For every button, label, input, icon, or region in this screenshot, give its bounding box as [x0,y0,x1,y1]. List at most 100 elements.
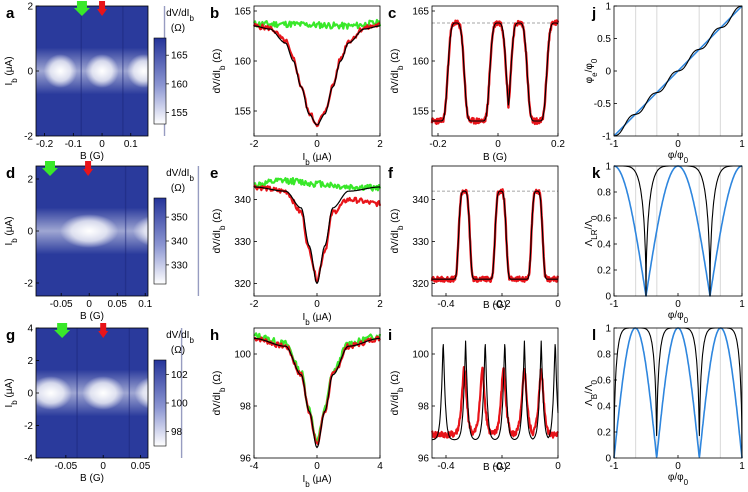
theory-ytick-label: 0.6 [597,214,611,225]
theory-ytick-label: 0.2 [597,428,611,439]
heatmap-xtick-label: 0 [100,461,106,472]
heatmap-xtick-label: -0.1 [65,139,83,150]
theory-xlabel: φ/φ0 [668,310,689,325]
red-series-line [430,366,559,439]
colorbar-tick-label: 330 [171,260,188,271]
heatmap-xtick-label: 0.05 [107,299,127,310]
theory-ytick-label: 0.8 [597,350,611,361]
red-arrow-marker [97,1,108,16]
osc-xtick-label: -0.2 [493,461,511,472]
heatmap-ytick-label: 0 [27,67,33,78]
iv-xtick-label: 0 [314,461,320,472]
black-model-line [254,337,380,449]
iv-panel-h: h -4 0 4 100 98 96 Ib (μA) dV/dIb (Ω) [210,327,383,489]
osc-ytick-label: 98 [418,402,430,413]
colorbar [153,37,167,125]
theory-ytick-label: 1 [605,162,611,173]
osc-xtick-label: 0.2 [551,139,565,150]
red-arrow-marker [98,323,109,338]
colorbar-tick-label: 102 [171,370,188,381]
theory-ytick-label: 1 [605,324,611,335]
osc-xtick-label: -0.4 [437,461,455,472]
panel-letter: b [210,5,219,22]
heatmap-lobe [127,54,161,88]
iv-ylabel: dV/dIb (Ω) [212,371,227,416]
colorbar-unit: (Ω) [171,183,185,194]
panel-letter: a [6,5,15,22]
iv-ytick-label: 160 [234,57,251,68]
heatmap-xtick-label: 0.1 [138,299,152,310]
theory-ytick-label: 1 [605,2,611,13]
heatmap-xtick-label: 0.1 [124,139,138,150]
theory-xtick-label: -1 [610,139,619,150]
osc-xtick-label: -0.2 [429,139,447,150]
heatmap-ytick-label: 2 [27,356,33,367]
osc-ylabel: dV/dIb (Ω) [390,371,405,416]
theory-xtick-label: -1 [610,461,619,472]
green-series-line [253,332,382,444]
heatmap-ylabel: Ib (μA) [4,378,19,407]
osc-frame [431,327,559,459]
iv-xlabel: Ib (μA) [302,312,331,327]
osc-xtick-label: -0.2 [493,299,511,310]
osc-ylabel: dV/dIb (Ω) [390,49,405,94]
theory-ytick-label: 0.2 [597,266,611,277]
panel-letter: l [592,327,596,344]
red-series-line [253,335,381,446]
heatmap-xtick-label: -0.05 [50,299,73,310]
panel-letter: f [388,165,394,182]
colorbar-title: dV/dIb [166,168,194,183]
colorbar-unit: (Ω) [171,345,185,356]
osc-xlabel: B (G) [483,300,507,311]
heatmap-ylabel: Ib (μA) [4,56,19,85]
heatmap-ytick-label: 4 [27,324,33,335]
black-series-line [613,165,743,297]
theory-ytick-label: 0 [605,454,611,465]
panel-letter: g [6,327,15,344]
osc-xlabel: B (G) [483,462,507,473]
iv-ytick-label: 330 [234,237,251,248]
theory-ytick-label: 0.6 [597,376,611,387]
theory-ytick-label: 0.5 [597,34,611,45]
osc-xtick-label: 0 [495,139,501,150]
colorbar-tick-label: 98 [171,427,183,438]
colorbar-tick-label: 155 [171,108,188,119]
heatmap-xtick-label: 0.05 [131,461,151,472]
iv-xlabel: Ib (μA) [302,474,331,489]
theory-xlabel: φ/φ0 [668,150,689,165]
red-series-line [430,19,560,126]
heatmap-ytick-label: -4 [24,454,33,465]
osc-ytick-label: 100 [412,350,429,361]
heatmap-lobe [60,214,119,248]
heatmap-xlabel: B (G) [80,473,104,484]
heatmap-panel-g: g -0.05 0 0.05 4 2 0 -2 -4 B (G) Ib (μA) dV/dIb(Ω) 1… [4,323,194,484]
black-series-line [613,327,743,459]
osc-ytick-label: 160 [412,57,429,68]
iv-xtick-label: -2 [250,299,259,310]
heatmap-lobe [30,376,72,410]
theory-ytick-label: 0.4 [597,240,611,251]
iv-xlabel: Ib (μA) [302,152,331,167]
green-arrow-marker [73,1,90,16]
heatmap-panel-d: d -0.05 0 0.05 0.1 2 0 -2 B (G) Ib (μA) dV/dIb(Ω) 3… [4,161,200,322]
osc-ytick-label: 165 [412,7,429,18]
iv-ylabel: dV/dIb (Ω) [212,209,227,254]
iv-xtick-label: 2 [377,139,383,150]
blue-series-line [613,165,743,297]
osc-ytick-label: 155 [412,107,429,118]
panel-letter: d [6,165,15,182]
osc-xtick-label: -0.4 [437,299,455,310]
black-staircase-line [613,5,743,137]
theory-xtick-label: 0 [675,461,681,472]
iv-xtick-label: 2 [377,299,383,310]
black-model-line [431,340,559,441]
iv-ytick-label: 100 [234,350,251,361]
theory-xtick-label: 0 [675,139,681,150]
heatmap-lobe [82,376,125,410]
colorbar-tick-label: 350 [171,213,188,224]
theory-ytick-label: -0.5 [594,99,612,110]
heatmap-xtick-label: -0.2 [36,139,54,150]
iv-xtick-label: -4 [250,461,259,472]
theory-frame [613,327,743,459]
